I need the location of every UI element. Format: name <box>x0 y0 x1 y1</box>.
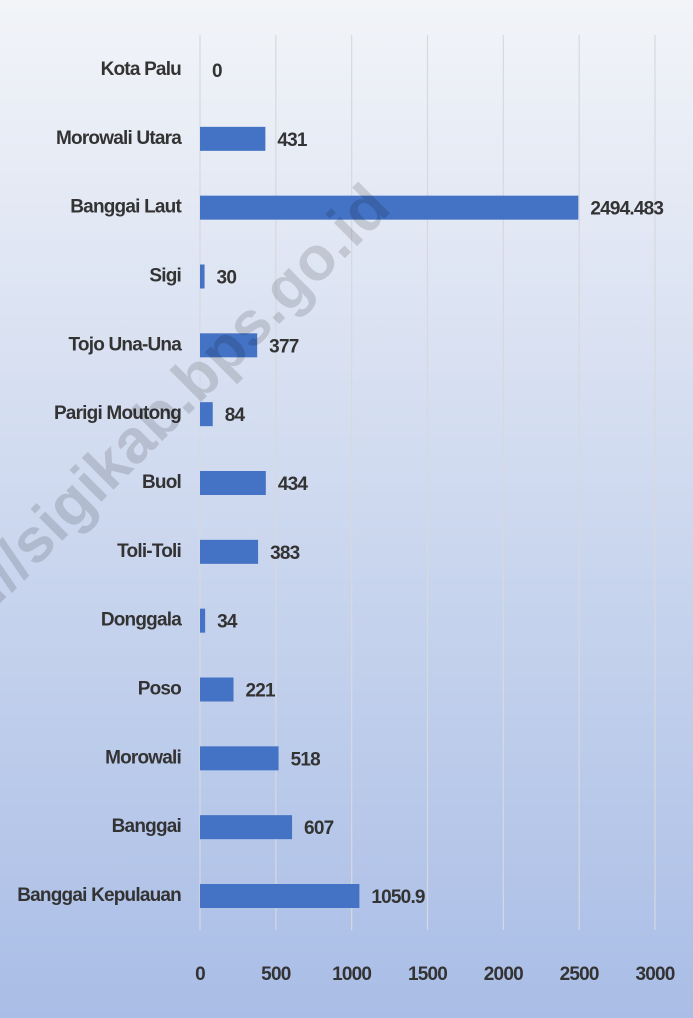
x-tick-label: 1000 <box>332 964 371 985</box>
bar <box>200 746 279 771</box>
data-label: 30 <box>217 268 237 289</box>
x-tick-label: 2000 <box>484 964 523 985</box>
bar <box>200 884 360 908</box>
y-tick-label: Sigi <box>149 266 181 287</box>
data-label: 0 <box>212 61 222 82</box>
x-tick-label: 2500 <box>560 964 599 985</box>
y-tick-label: Kota Palu <box>101 59 182 80</box>
bar <box>200 402 213 427</box>
x-tick-label: 500 <box>261 964 291 985</box>
y-tick-label: Toli-Toli <box>117 541 181 562</box>
y-tick-label: Banggai Kepulauan <box>17 885 181 906</box>
y-tick-label: Parigi Moutong <box>54 403 181 424</box>
bar <box>200 333 258 358</box>
data-label: 434 <box>278 474 309 495</box>
data-label: 383 <box>270 543 300 564</box>
data-label: 2494.483 <box>590 199 663 220</box>
y-tick-label: Donggala <box>101 610 182 631</box>
bar <box>200 471 266 495</box>
data-label: 1050.9 <box>371 887 425 908</box>
data-label: 607 <box>304 818 334 839</box>
bar <box>200 195 579 220</box>
y-tick-label: Morowali Utara <box>56 128 182 149</box>
y-tick-label: Banggai <box>112 816 181 837</box>
bar <box>200 126 266 151</box>
y-tick-label: Tojo Una-Una <box>69 334 183 355</box>
y-tick-label: Poso <box>138 679 181 700</box>
x-tick-label: 3000 <box>635 964 674 985</box>
data-label: 377 <box>269 336 299 357</box>
y-tick-label: Buol <box>142 472 181 493</box>
bar <box>200 815 293 840</box>
data-label: 518 <box>291 749 321 770</box>
data-label: 84 <box>225 405 246 426</box>
data-label: 431 <box>277 130 308 151</box>
data-label: 34 <box>217 612 238 633</box>
bar <box>200 539 259 564</box>
bar <box>200 677 234 702</box>
data-label: 221 <box>246 681 277 702</box>
bar <box>200 264 205 289</box>
bar <box>200 608 206 633</box>
x-tick-label: 1500 <box>408 964 447 985</box>
y-tick-label: Banggai Laut <box>70 197 182 218</box>
y-tick-label: Morowali <box>105 747 181 768</box>
x-tick-label: 0 <box>195 964 205 985</box>
